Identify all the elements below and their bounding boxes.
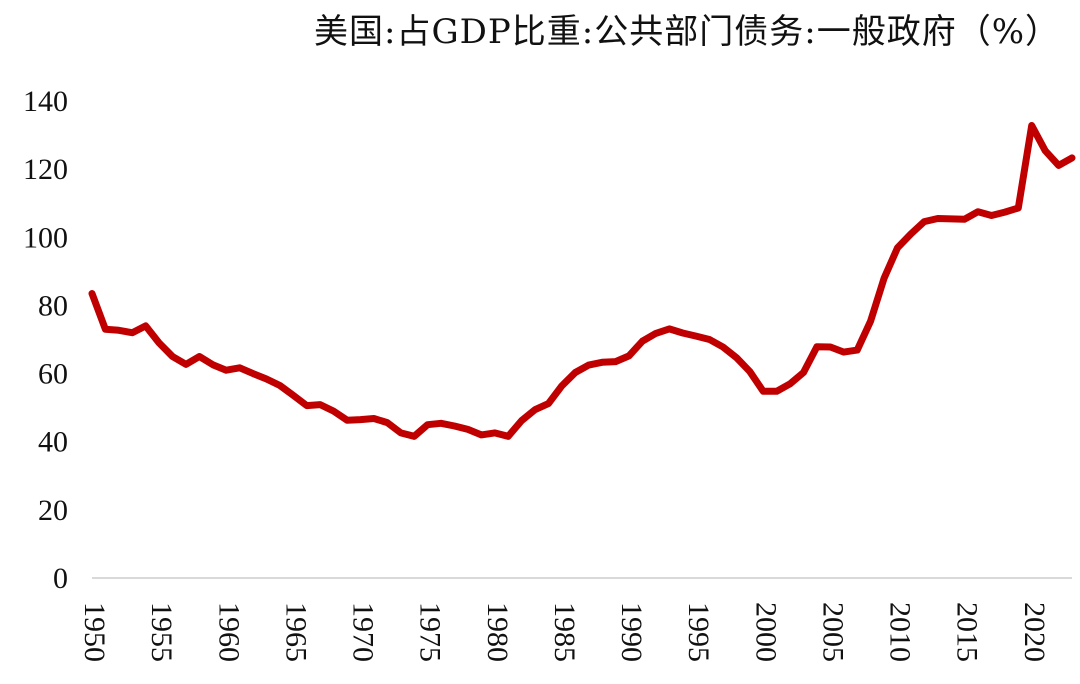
y-tick-label: 80 xyxy=(38,289,68,322)
y-tick-label: 20 xyxy=(38,494,68,527)
y-tick-label: 60 xyxy=(38,358,68,391)
x-tick-label: 1975 xyxy=(414,602,447,662)
x-tick-label: 2010 xyxy=(884,602,917,662)
y-tick-label: 120 xyxy=(23,153,68,186)
x-tick-label: 1970 xyxy=(347,602,380,662)
y-tick-label: 0 xyxy=(53,562,68,595)
x-tick-label: 1950 xyxy=(78,602,111,662)
x-tick-label: 2020 xyxy=(1018,602,1051,662)
x-tick-label: 2015 xyxy=(951,602,984,662)
chart-title: 美国:占GDP比重:公共部门债务:一般政府（%） xyxy=(314,12,1060,52)
x-tick-label: 1985 xyxy=(548,602,581,662)
x-tick-label: 1960 xyxy=(212,602,245,662)
y-axis-tick-labels: 0 20 40 60 80 100 120 140 xyxy=(23,85,68,595)
series-line xyxy=(88,122,1076,440)
x-tick-label: 1965 xyxy=(279,602,312,662)
y-tick-label: 100 xyxy=(23,221,68,254)
y-tick-label: 140 xyxy=(23,85,68,118)
x-axis-tick-labels: 1950 1955 1960 1965 1970 1975 1980 1985 1990 1995… xyxy=(78,602,1051,662)
x-tick-label: 2000 xyxy=(749,602,782,662)
x-tick-label: 1990 xyxy=(615,602,648,662)
y-tick-label: 40 xyxy=(38,426,68,459)
x-tick-label: 2005 xyxy=(816,602,849,662)
x-tick-label: 1955 xyxy=(145,602,178,662)
x-tick-label: 1995 xyxy=(682,602,715,662)
x-tick-label: 1980 xyxy=(481,602,514,662)
